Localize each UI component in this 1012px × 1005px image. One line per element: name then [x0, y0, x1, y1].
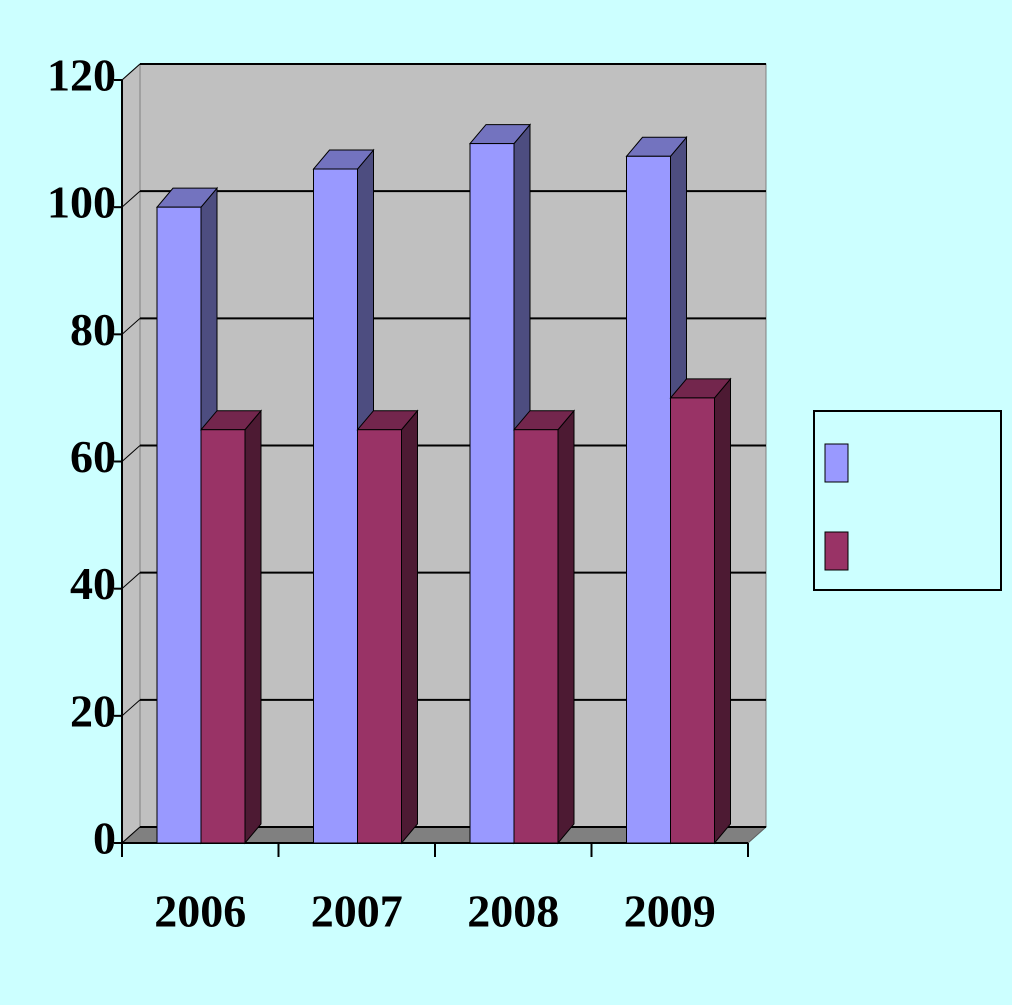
grid-line-side: [121, 317, 141, 335]
y-tick-label: 40: [70, 558, 116, 609]
legend-swatch: [824, 531, 849, 571]
bar-side: [714, 377, 731, 845]
bar: [469, 143, 515, 844]
grid-line-side: [121, 190, 141, 208]
plot-area: 0 20 40 60 80 100 120 2006 2007 2008 2009: [47, 50, 768, 937]
bar: [670, 397, 715, 844]
y-tick-label: 0: [93, 813, 116, 864]
y-tick-label: 60: [70, 431, 116, 482]
grid-line-side: [121, 445, 141, 462]
y-tick-label: 100: [47, 177, 116, 228]
y-tick-label: 20: [70, 685, 116, 736]
bar-side: [244, 409, 262, 845]
bar: [200, 429, 246, 844]
bar: [513, 429, 559, 844]
bar-side: [401, 409, 418, 845]
x-tick-label: 2006: [154, 886, 246, 937]
legend-swatch: [824, 443, 849, 483]
bar: [156, 206, 202, 844]
x-tick-label: 2009: [624, 886, 716, 937]
y-tick-label: 80: [70, 304, 116, 355]
x-tick-label: 2007: [311, 886, 403, 937]
y-tick-label: 120: [47, 50, 116, 101]
grid-line-side: [121, 826, 141, 844]
bar-side: [557, 409, 575, 845]
bar: [357, 429, 402, 844]
grid-line-side: [121, 699, 141, 717]
bar: [313, 168, 358, 844]
bar: [626, 155, 671, 844]
grid-line-side: [121, 63, 141, 81]
grid-line-side: [121, 572, 141, 590]
x-tick-label: 2008: [467, 886, 559, 937]
